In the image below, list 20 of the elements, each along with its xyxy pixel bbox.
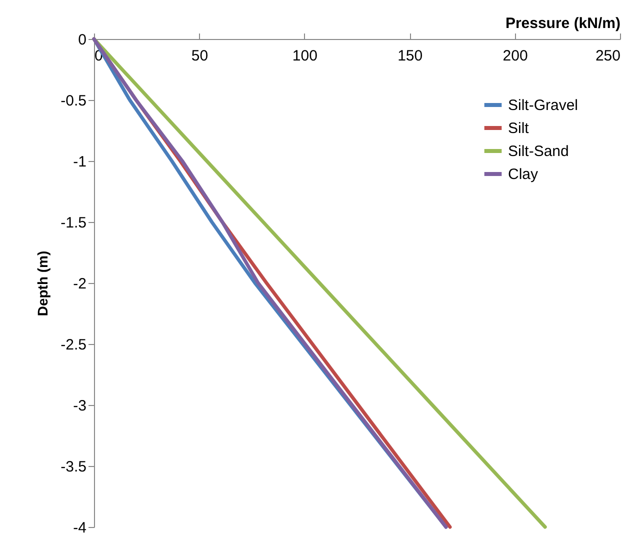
y-tick-label: -3: [73, 398, 86, 414]
y-axis-title: Depth (m): [34, 250, 51, 316]
y-tick-label: -3.5: [60, 458, 86, 476]
y-tick-label: -0.5: [60, 92, 86, 110]
legend-label: Silt: [508, 120, 530, 137]
x-tick-label: 150: [398, 48, 423, 64]
x-axis-title: Pressure (kN/m): [505, 15, 620, 32]
y-tick-label: -1: [73, 154, 86, 170]
x-tick-label: 250: [595, 48, 620, 64]
legend-label: Silt-Sand: [508, 143, 569, 160]
y-tick-label: -2.5: [60, 336, 86, 354]
x-tick-label: 50: [191, 48, 208, 64]
y-tick-label: -4: [73, 520, 86, 533]
x-tick-label: 200: [502, 48, 528, 64]
legend-label: Silt-Gravel: [508, 97, 578, 114]
x-tick-label: 100: [292, 48, 318, 64]
y-tick-label: 0: [78, 32, 86, 48]
y-tick-label: -2: [73, 276, 86, 292]
legend-label: Clay: [508, 166, 539, 183]
y-tick-label: -1.5: [60, 214, 86, 232]
